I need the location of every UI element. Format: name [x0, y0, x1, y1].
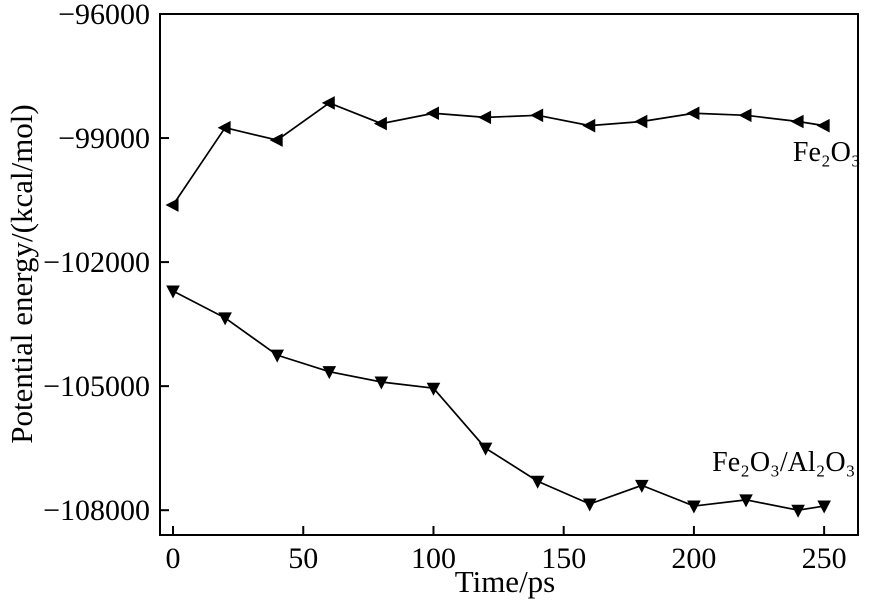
series-0-marker-triangle-left	[634, 114, 648, 129]
series-1-marker-triangle-down	[530, 475, 545, 489]
series-1-marker-triangle-down	[817, 500, 831, 514]
series-0-marker-triangle-left	[373, 116, 387, 131]
series-1-marker-triangle-down	[426, 382, 441, 396]
series-label-0: Fe₂O₃	[793, 137, 861, 168]
series-1-marker-triangle-down	[218, 312, 232, 326]
series-0-marker-triangle-left	[478, 110, 492, 125]
series-0-marker-triangle-left	[530, 108, 544, 123]
series-0-marker-triangle-left	[321, 96, 335, 110]
series-0-marker-triangle-left	[816, 118, 830, 133]
series-line-0	[172, 101, 825, 206]
series-0-marker-triangle-left	[425, 106, 439, 121]
y-tick-label: −96000	[58, 0, 150, 31]
series-0-marker-triangle-left	[165, 198, 179, 212]
x-tick-label: 250	[802, 542, 847, 575]
series-1-marker-triangle-down	[322, 366, 337, 380]
y-tick-label: −102000	[43, 246, 150, 279]
series-0-marker-triangle-left	[269, 133, 283, 147]
y-tick-label: −108000	[43, 494, 150, 527]
series-1-marker-triangle-down	[166, 285, 180, 299]
y-tick-label: −105000	[43, 370, 150, 403]
series-1-marker-triangle-down	[739, 494, 753, 508]
x-tick-label: 200	[671, 542, 716, 575]
x-tick-label: 50	[288, 542, 318, 575]
series-0-marker-triangle-left	[217, 120, 231, 135]
series-label-1: Fe₂O₃/Al₂O₃	[712, 447, 855, 478]
series-1-marker-triangle-down	[478, 442, 493, 456]
series-1-marker-triangle-down	[791, 504, 805, 518]
series-1-marker-triangle-down	[582, 498, 597, 512]
y-tick-label: −99000	[58, 122, 150, 155]
x-axis-title: Time/ps	[455, 564, 556, 599]
plot-border	[159, 13, 859, 536]
series-1-marker-triangle-down	[635, 479, 649, 493]
series-1-marker-triangle-down	[270, 349, 285, 363]
series-0-marker-triangle-left	[686, 106, 700, 121]
series-0-marker-triangle-left	[582, 118, 596, 133]
plot-layer: 0 50 100 150 200 250 −96000 −99000 −102000 −10500…	[43, 0, 861, 575]
y-axis-title: Potential energy/(kcal/mol)	[4, 104, 39, 443]
x-tick-label: 0	[166, 542, 181, 575]
series-0-marker-triangle-left	[790, 114, 804, 129]
series-line-1	[172, 290, 825, 512]
x-tick-label: 150	[541, 542, 586, 575]
x-tick-label: 100	[411, 542, 456, 575]
series-1-marker-triangle-down	[687, 500, 701, 514]
series-1-marker-triangle-down	[374, 376, 389, 390]
series-0-marker-triangle-left	[738, 108, 752, 123]
